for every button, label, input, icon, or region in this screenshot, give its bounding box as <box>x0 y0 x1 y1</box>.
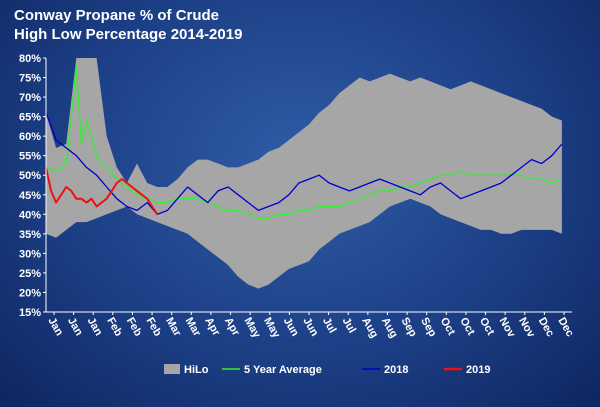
legend-label-hilo: HiLo <box>184 364 209 376</box>
x-tick-label: Sep <box>418 316 439 340</box>
x-tick-label: Feb <box>104 316 124 339</box>
x-tick-label: Mar <box>183 316 204 340</box>
series-line-2018 <box>45 112 563 215</box>
y-tick-label: 25% <box>19 268 41 280</box>
x-tick-label: Apr <box>222 316 242 339</box>
x-tick-label: Mar <box>163 316 184 340</box>
x-tick-label: Aug <box>379 316 400 341</box>
x-tick-label: Jan <box>65 316 85 339</box>
x-tick-label: Jun <box>300 316 320 339</box>
plot-area <box>45 58 563 289</box>
x-tick-label: May <box>242 316 264 341</box>
y-tick-label: 80% <box>19 53 41 65</box>
chart-subtitle: High Low Percentage 2014-2019 <box>14 26 243 43</box>
x-tick-label: Aug <box>359 316 380 341</box>
x-tick-label: Oct <box>477 316 497 338</box>
x-tick-label: Jul <box>340 316 358 336</box>
x-tick-label: Nov <box>497 316 518 341</box>
series-line-5-year-average <box>45 65 563 219</box>
x-tick-label: Sep <box>398 316 419 340</box>
y-tick-label: 55% <box>19 151 41 163</box>
y-tick-label: 35% <box>19 229 41 241</box>
x-tick-label: Feb <box>124 316 144 339</box>
x-tick-label: Oct <box>438 316 458 338</box>
y-axis: 15% 20% 25% 30% 35% 40% 45% 50% 55% 60% 65% 70% 75% 8… <box>19 53 47 319</box>
x-tick-label: Jan <box>85 316 105 339</box>
y-tick-label: 20% <box>19 287 41 299</box>
x-tick-label: Jun <box>281 316 301 339</box>
legend-swatch-hilo <box>164 364 180 374</box>
legend-label-2019: 2019 <box>466 364 490 376</box>
series-line-2019 <box>45 167 159 215</box>
x-tick-label: Jan <box>45 316 65 339</box>
chart-title: Conway Propane % of Crude <box>14 7 220 24</box>
y-tick-label: 45% <box>19 190 41 202</box>
x-tick-label: Nov <box>516 316 537 341</box>
x-tick-label: Feb <box>143 316 163 339</box>
y-tick-label: 50% <box>19 170 41 182</box>
legend-label-5-year-average: 5 Year Average <box>244 364 322 376</box>
x-tick-label: Apr <box>202 316 222 339</box>
y-tick-label: 40% <box>19 209 41 221</box>
y-tick-label: 75% <box>19 73 41 85</box>
x-tick-label: Oct <box>457 316 477 338</box>
y-tick-label: 30% <box>19 248 41 260</box>
x-tick-label: May <box>261 316 283 341</box>
x-tick-label: Dec <box>555 316 575 339</box>
chart-title-block: Conway Propane % of Crude High Low Perce… <box>14 6 242 44</box>
y-tick-label: 15% <box>19 307 41 319</box>
legend: HiLo 5 Year Average 2018 2019 <box>164 364 490 376</box>
y-tick-label: 60% <box>19 131 41 143</box>
hilo-band <box>46 58 562 289</box>
legend-label-2018: 2018 <box>384 364 408 376</box>
y-tick-label: 65% <box>19 112 41 124</box>
x-tick-label: Dec <box>536 316 556 339</box>
x-tick-label: Jul <box>320 316 338 336</box>
y-tick-label: 70% <box>19 92 41 104</box>
